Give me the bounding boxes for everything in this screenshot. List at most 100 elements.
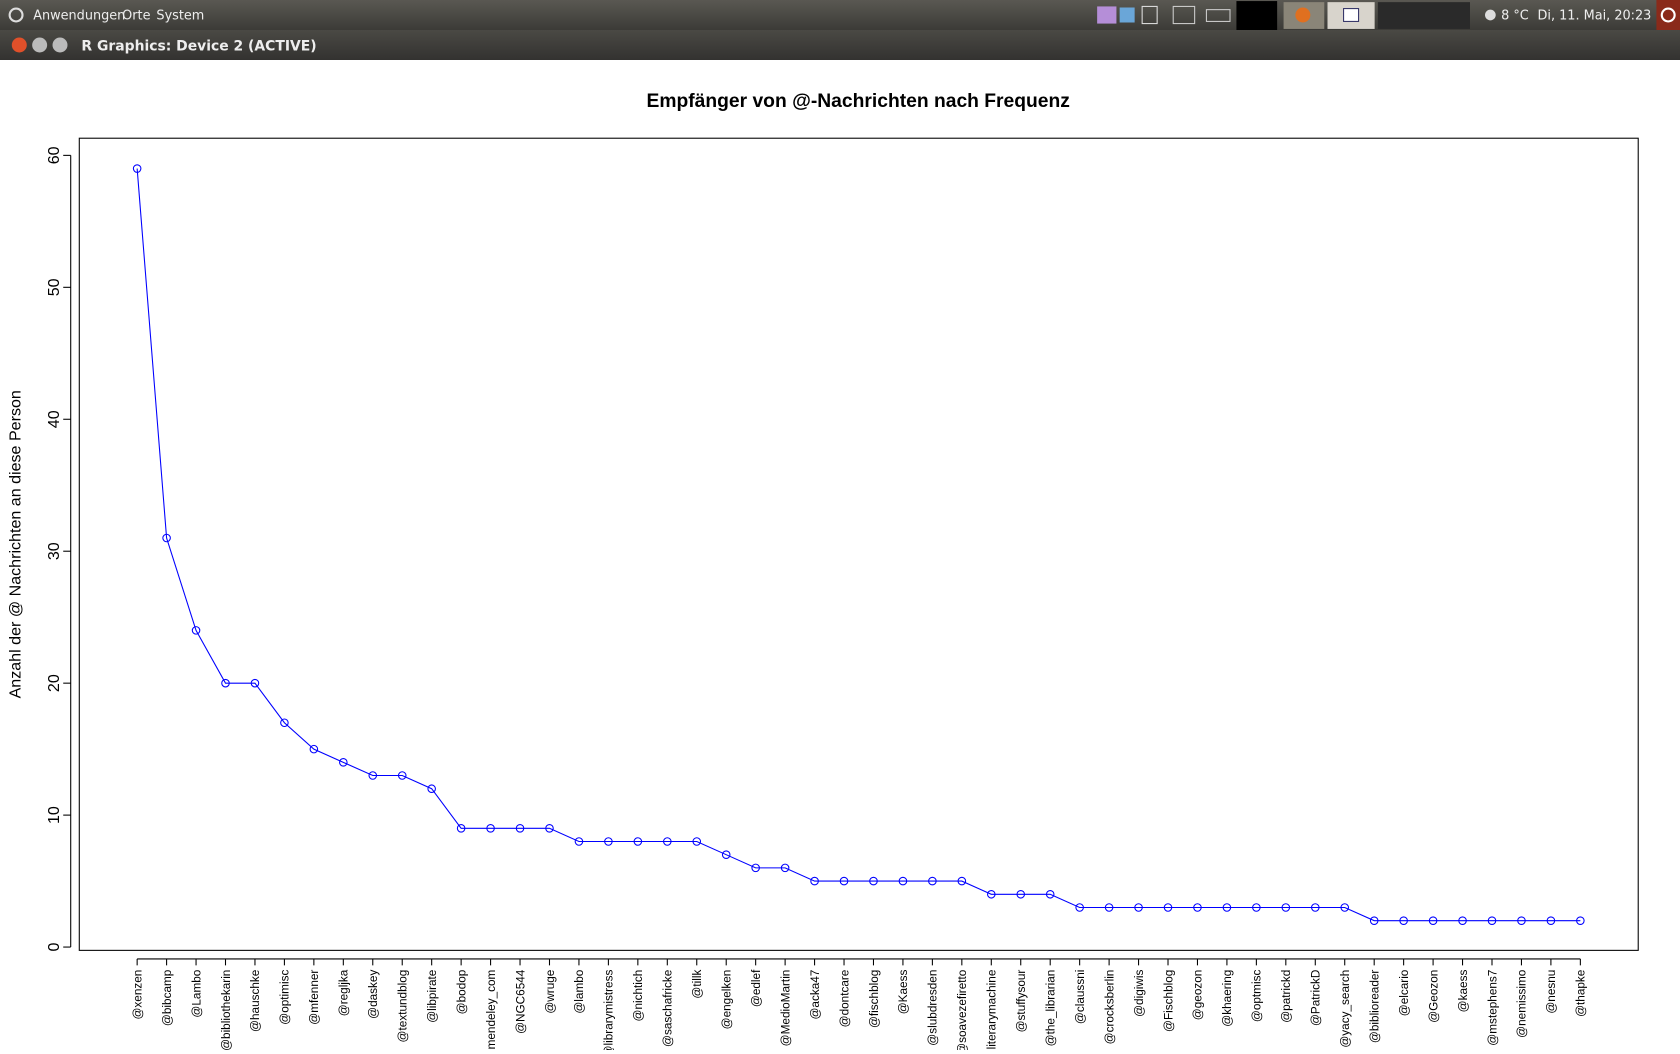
x-tick-label: @xenzen: [131, 970, 144, 1020]
menu[interactable]: System: [156, 8, 204, 23]
window-title: R Graphics: Device 2 (ACTIVE): [81, 38, 316, 54]
x-tick-label: @Kaess: [897, 970, 910, 1015]
window-icon: [1343, 8, 1360, 22]
maximize-button[interactable]: [52, 37, 68, 53]
x-tick-label: @acka47: [809, 970, 822, 1020]
y-tick-label: 20: [45, 674, 63, 692]
data-point: [987, 889, 996, 899]
x-tick-label: @fischblog: [868, 970, 881, 1028]
menu[interactable]: Anwendungen: [33, 8, 125, 23]
ubuntu-logo[interactable]: [8, 7, 24, 23]
x-tick-label: @crocksberlin: [1103, 970, 1116, 1045]
x-tick-label: @thapke: [1575, 969, 1588, 1017]
x-tick-label: @claussni: [1074, 970, 1087, 1024]
x-tick-label: @kaess: [1457, 970, 1470, 1013]
weather[interactable]: 8 °C: [1501, 8, 1529, 23]
y-tick-label: 30: [45, 542, 63, 560]
plot-window: [0, 60, 1680, 1050]
x-tick-label: @regljka: [338, 969, 351, 1016]
data-point: [309, 744, 319, 754]
x-tick-label: @nesnu: [1545, 970, 1558, 1014]
x-tick-label: @nemissimo: [1516, 969, 1529, 1038]
data-point: [1193, 903, 1202, 912]
y-tick-label: 10: [45, 806, 63, 824]
data-point: [574, 837, 584, 846]
y-axis-label: Anzahl der @ Nachrichten an diese Person: [6, 390, 24, 698]
data-point: [1163, 903, 1173, 912]
data-point: [1252, 903, 1261, 912]
x-tick-label: @the_librarian: [1044, 970, 1057, 1047]
data-point: [1045, 889, 1055, 899]
data-point: [339, 758, 348, 767]
y-tick-label: 40: [45, 410, 63, 428]
x-tick-label: @khaering: [1221, 970, 1234, 1027]
data-point: [604, 837, 613, 846]
x-tick-label: @edlef: [750, 969, 763, 1007]
data-point: [721, 850, 731, 859]
menu[interactable]: Orte: [122, 8, 150, 23]
data-line: [136, 168, 1581, 922]
data-point: [1075, 903, 1084, 912]
data-point: [280, 718, 289, 728]
x-tick-label: @optimisc: [279, 970, 292, 1025]
x-tick-label: @patrickd: [1280, 970, 1293, 1023]
tray-icon[interactable]: [1119, 7, 1135, 23]
data-point: [1546, 916, 1556, 925]
x-tick-label: @daskey: [367, 970, 380, 1019]
x-tick-label: @optmisc: [1251, 970, 1264, 1023]
data-point: [515, 824, 525, 833]
data-point: [869, 876, 878, 886]
data-point: [1487, 916, 1497, 925]
data-point: [1517, 916, 1526, 925]
data-point: [1222, 903, 1232, 912]
data-point: [1369, 916, 1379, 925]
x-tick-label: @yacy_search: [1339, 970, 1352, 1048]
x-tick-label: @Geozon: [1427, 970, 1440, 1023]
x-tick-label: @bibliothekarin: [220, 970, 233, 1050]
close-button[interactable]: [11, 37, 27, 53]
data-point: [810, 876, 819, 886]
data-point: [1281, 903, 1291, 912]
y-tick-label: 0: [45, 943, 63, 952]
x-tick-label: @Lambo: [190, 969, 203, 1017]
x-tick-label: @biblioreader: [1368, 970, 1381, 1044]
x-tick-label: @stuffysour: [1015, 970, 1028, 1033]
system-monitor[interactable]: [1236, 1, 1278, 31]
chart-title: Empfänger von @-Nachrichten nach Frequen…: [646, 91, 1069, 112]
x-tick-label: @soavezefiretto: [956, 969, 969, 1050]
x-tick-label: @mendeley_com: [485, 969, 498, 1050]
data-point: [692, 837, 702, 846]
tray-icon[interactable]: [1097, 6, 1117, 24]
x-tick-label: @libpirate: [426, 969, 439, 1023]
data-point: [1134, 903, 1143, 912]
tray-icon[interactable]: [1141, 5, 1158, 25]
data-point: [368, 771, 378, 780]
y-tick-label: 50: [45, 278, 63, 296]
power-icon: [1660, 7, 1676, 23]
data-point: [1399, 916, 1408, 925]
data-point: [132, 164, 142, 173]
data-point: [191, 626, 201, 635]
data-point: [633, 837, 643, 846]
minimize-button[interactable]: [32, 37, 48, 53]
data-point: [1576, 916, 1585, 925]
x-tick-label: @librarymistress: [603, 970, 616, 1050]
workspace-switcher[interactable]: [1377, 2, 1470, 29]
data-point: [1340, 903, 1350, 912]
clock[interactable]: Di, 11. Mai, 20:23: [1538, 8, 1652, 23]
y-tick-label: 60: [45, 146, 63, 164]
tray-icon[interactable]: [1172, 5, 1196, 25]
power-button[interactable]: [1656, 0, 1680, 30]
battery-icon[interactable]: [1205, 9, 1231, 22]
x-tick-label: @nichtich: [632, 970, 645, 1022]
x-tick-label: @PatrickD: [1310, 970, 1323, 1026]
data-point: [545, 824, 554, 833]
x-tick-label: @bodop: [455, 969, 468, 1014]
data-point: [928, 876, 937, 886]
firefox-icon: [1295, 7, 1311, 23]
x-tick-label: @bibcamp: [161, 969, 174, 1026]
x-tick-label: @dontcare: [838, 969, 851, 1027]
x-tick-label: @MedioMartin: [779, 970, 792, 1047]
